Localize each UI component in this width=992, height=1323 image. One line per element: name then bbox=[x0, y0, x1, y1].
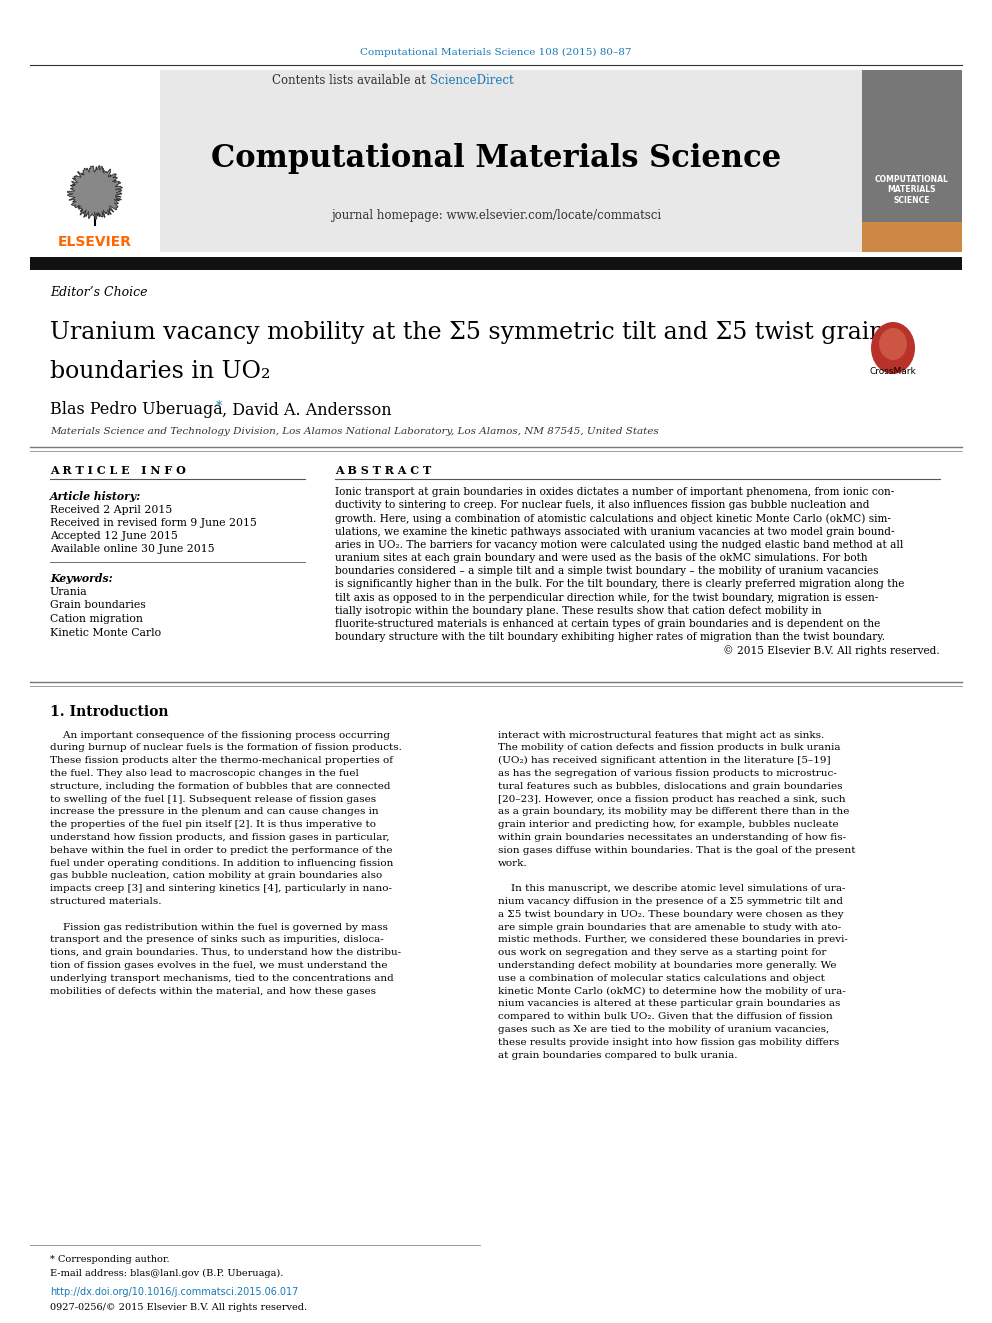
Text: mistic methods. Further, we considered these boundaries in previ-: mistic methods. Further, we considered t… bbox=[498, 935, 848, 945]
Text: tially isotropic within the boundary plane. These results show that cation defec: tially isotropic within the boundary pla… bbox=[335, 606, 821, 615]
Text: gas bubble nucleation, cation mobility at grain boundaries also: gas bubble nucleation, cation mobility a… bbox=[50, 872, 382, 880]
Bar bbox=[862, 70, 962, 251]
Text: journal homepage: www.elsevier.com/locate/commatsci: journal homepage: www.elsevier.com/locat… bbox=[331, 209, 661, 221]
Text: A B S T R A C T: A B S T R A C T bbox=[335, 464, 432, 475]
Text: increase the pressure in the plenum and can cause changes in: increase the pressure in the plenum and … bbox=[50, 807, 379, 816]
Text: http://dx.doi.org/10.1016/j.commatsci.2015.06.017: http://dx.doi.org/10.1016/j.commatsci.20… bbox=[50, 1287, 299, 1297]
Text: ulations, we examine the kinetic pathways associated with uranium vacancies at t: ulations, we examine the kinetic pathway… bbox=[335, 527, 895, 537]
Text: Received 2 April 2015: Received 2 April 2015 bbox=[50, 505, 173, 515]
Text: nium vacancies is altered at these particular grain boundaries as: nium vacancies is altered at these parti… bbox=[498, 999, 840, 1008]
Text: understand how fission products, and fission gases in particular,: understand how fission products, and fis… bbox=[50, 833, 390, 841]
Text: gases such as Xe are tied to the mobility of uranium vacancies,: gases such as Xe are tied to the mobilit… bbox=[498, 1025, 829, 1033]
Text: fuel under operating conditions. In addition to influencing fission: fuel under operating conditions. In addi… bbox=[50, 859, 394, 868]
Text: Cation migration: Cation migration bbox=[50, 614, 143, 624]
Text: structured materials.: structured materials. bbox=[50, 897, 162, 906]
Text: These fission products alter the thermo-mechanical properties of: These fission products alter the thermo-… bbox=[50, 757, 393, 765]
Text: are simple grain boundaries that are amenable to study with ato-: are simple grain boundaries that are ame… bbox=[498, 922, 841, 931]
Text: growth. Here, using a combination of atomistic calculations and object kinetic M: growth. Here, using a combination of ato… bbox=[335, 513, 891, 524]
Text: Grain boundaries: Grain boundaries bbox=[50, 601, 146, 610]
Text: tion of fission gases evolves in the fuel, we must understand the: tion of fission gases evolves in the fue… bbox=[50, 960, 388, 970]
Text: as has the segregation of various fission products to microstruc-: as has the segregation of various fissio… bbox=[498, 769, 836, 778]
Text: transport and the presence of sinks such as impurities, disloca-: transport and the presence of sinks such… bbox=[50, 935, 384, 945]
Text: the properties of the fuel pin itself [2]. It is thus imperative to: the properties of the fuel pin itself [2… bbox=[50, 820, 376, 830]
Text: *: * bbox=[216, 401, 222, 414]
Text: nium vacancy diffusion in the presence of a Σ5 symmetric tilt and: nium vacancy diffusion in the presence o… bbox=[498, 897, 843, 906]
Text: Computational Materials Science 108 (2015) 80–87: Computational Materials Science 108 (201… bbox=[360, 48, 632, 57]
Text: , David A. Andersson: , David A. Andersson bbox=[222, 401, 392, 418]
Text: use a combination of molecular statics calculations and object: use a combination of molecular statics c… bbox=[498, 974, 825, 983]
Text: Fission gas redistribution within the fuel is governed by mass: Fission gas redistribution within the fu… bbox=[50, 922, 388, 931]
Text: E-mail address: blas@lanl.gov (B.P. Uberuaga).: E-mail address: blas@lanl.gov (B.P. Uber… bbox=[50, 1269, 284, 1278]
Text: boundary structure with the tilt boundary exhibiting higher rates of migration t: boundary structure with the tilt boundar… bbox=[335, 632, 885, 642]
Text: Accepted 12 June 2015: Accepted 12 June 2015 bbox=[50, 531, 178, 541]
Text: Article history:: Article history: bbox=[50, 491, 141, 501]
Text: * Corresponding author.: * Corresponding author. bbox=[50, 1254, 170, 1263]
Text: impacts creep [3] and sintering kinetics [4], particularly in nano-: impacts creep [3] and sintering kinetics… bbox=[50, 884, 392, 893]
Text: COMPUTATIONAL
MATERIALS
SCIENCE: COMPUTATIONAL MATERIALS SCIENCE bbox=[875, 175, 949, 205]
Text: Uranium vacancy mobility at the Σ5 symmetric tilt and Σ5 twist grain: Uranium vacancy mobility at the Σ5 symme… bbox=[50, 320, 885, 344]
Text: to swelling of the fuel [1]. Subsequent release of fission gases: to swelling of the fuel [1]. Subsequent … bbox=[50, 795, 376, 803]
Text: Urania: Urania bbox=[50, 587, 87, 597]
Text: understanding defect mobility at boundaries more generally. We: understanding defect mobility at boundar… bbox=[498, 960, 836, 970]
Text: work.: work. bbox=[498, 859, 528, 868]
Text: Kinetic Monte Carlo: Kinetic Monte Carlo bbox=[50, 627, 161, 638]
Text: [20–23]. However, once a fission product has reached a sink, such: [20–23]. However, once a fission product… bbox=[498, 795, 845, 803]
Polygon shape bbox=[67, 165, 122, 220]
Text: mobilities of defects within the material, and how these gases: mobilities of defects within the materia… bbox=[50, 987, 376, 995]
Text: ScienceDirect: ScienceDirect bbox=[430, 74, 514, 86]
Text: boundaries in UO₂: boundaries in UO₂ bbox=[50, 360, 271, 384]
Text: Received in revised form 9 June 2015: Received in revised form 9 June 2015 bbox=[50, 519, 257, 528]
Text: 0927-0256/© 2015 Elsevier B.V. All rights reserved.: 0927-0256/© 2015 Elsevier B.V. All right… bbox=[50, 1303, 308, 1312]
Text: Materials Science and Technology Division, Los Alamos National Laboratory, Los A: Materials Science and Technology Divisio… bbox=[50, 427, 659, 437]
Bar bbox=[30, 257, 962, 270]
Text: tilt axis as opposed to in the perpendicular direction while, for the twist boun: tilt axis as opposed to in the perpendic… bbox=[335, 593, 878, 602]
Ellipse shape bbox=[871, 321, 915, 374]
Text: In this manuscript, we describe atomic level simulations of ura-: In this manuscript, we describe atomic l… bbox=[498, 884, 845, 893]
Bar bbox=[862, 222, 962, 251]
Text: the fuel. They also lead to macroscopic changes in the fuel: the fuel. They also lead to macroscopic … bbox=[50, 769, 359, 778]
Bar bbox=[30, 70, 160, 251]
Text: fluorite-structured materials is enhanced at certain types of grain boundaries a: fluorite-structured materials is enhance… bbox=[335, 619, 880, 628]
Text: Ionic transport at grain boundaries in oxides dictates a number of important phe: Ionic transport at grain boundaries in o… bbox=[335, 487, 894, 497]
Text: ous work on segregation and they serve as a starting point for: ous work on segregation and they serve a… bbox=[498, 949, 826, 957]
Text: aries in UO₂. The barriers for vacancy motion were calculated using the nudged e: aries in UO₂. The barriers for vacancy m… bbox=[335, 540, 904, 550]
Text: boundaries considered – a simple tilt and a simple twist boundary – the mobility: boundaries considered – a simple tilt an… bbox=[335, 566, 879, 577]
Text: structure, including the formation of bubbles that are connected: structure, including the formation of bu… bbox=[50, 782, 391, 791]
Text: Contents lists available at: Contents lists available at bbox=[273, 74, 430, 86]
Text: The mobility of cation defects and fission products in bulk urania: The mobility of cation defects and fissi… bbox=[498, 744, 840, 753]
Text: Computational Materials Science: Computational Materials Science bbox=[211, 143, 781, 173]
Text: 1. Introduction: 1. Introduction bbox=[50, 705, 169, 718]
Text: grain interior and predicting how, for example, bubbles nucleate: grain interior and predicting how, for e… bbox=[498, 820, 838, 830]
Text: Blas Pedro Uberuaga: Blas Pedro Uberuaga bbox=[50, 401, 228, 418]
Text: is significantly higher than in the bulk. For the tilt boundary, there is clearl: is significantly higher than in the bulk… bbox=[335, 579, 905, 590]
Bar bbox=[30, 70, 862, 251]
Text: during burnup of nuclear fuels is the formation of fission products.: during burnup of nuclear fuels is the fo… bbox=[50, 744, 402, 753]
Text: Keywords:: Keywords: bbox=[50, 573, 113, 583]
Text: these results provide insight into how fission gas mobility differs: these results provide insight into how f… bbox=[498, 1037, 839, 1046]
Text: as a grain boundary, its mobility may be different there than in the: as a grain boundary, its mobility may be… bbox=[498, 807, 849, 816]
Text: ductivity to sintering to creep. For nuclear fuels, it also influences fission g: ductivity to sintering to creep. For nuc… bbox=[335, 500, 870, 511]
Text: (UO₂) has received significant attention in the literature [5–19]: (UO₂) has received significant attention… bbox=[498, 755, 830, 765]
Text: at grain boundaries compared to bulk urania.: at grain boundaries compared to bulk ura… bbox=[498, 1050, 737, 1060]
Ellipse shape bbox=[879, 328, 907, 360]
Text: Editor’s Choice: Editor’s Choice bbox=[50, 287, 148, 299]
Text: tions, and grain boundaries. Thus, to understand how the distribu-: tions, and grain boundaries. Thus, to un… bbox=[50, 949, 401, 957]
Text: within grain boundaries necessitates an understanding of how fis-: within grain boundaries necessitates an … bbox=[498, 833, 846, 841]
Text: kinetic Monte Carlo (okMC) to determine how the mobility of ura-: kinetic Monte Carlo (okMC) to determine … bbox=[498, 987, 846, 996]
Text: A R T I C L E   I N F O: A R T I C L E I N F O bbox=[50, 464, 186, 475]
Text: a Σ5 twist boundary in UO₂. These boundary were chosen as they: a Σ5 twist boundary in UO₂. These bounda… bbox=[498, 910, 843, 918]
Text: behave within the fuel in order to predict the performance of the: behave within the fuel in order to predi… bbox=[50, 845, 393, 855]
Text: CrossMark: CrossMark bbox=[870, 368, 917, 377]
Text: Available online 30 June 2015: Available online 30 June 2015 bbox=[50, 544, 214, 554]
Text: underlying transport mechanisms, tied to the concentrations and: underlying transport mechanisms, tied to… bbox=[50, 974, 394, 983]
Text: sion gases diffuse within boundaries. That is the goal of the present: sion gases diffuse within boundaries. Th… bbox=[498, 845, 855, 855]
Text: © 2015 Elsevier B.V. All rights reserved.: © 2015 Elsevier B.V. All rights reserved… bbox=[723, 646, 940, 656]
Text: tural features such as bubbles, dislocations and grain boundaries: tural features such as bubbles, dislocat… bbox=[498, 782, 842, 791]
Text: ELSEVIER: ELSEVIER bbox=[58, 235, 132, 249]
Text: uranium sites at each grain boundary and were used as the basis of the okMC simu: uranium sites at each grain boundary and… bbox=[335, 553, 868, 564]
Text: compared to within bulk UO₂. Given that the diffusion of fission: compared to within bulk UO₂. Given that … bbox=[498, 1012, 832, 1021]
Text: interact with microstructural features that might act as sinks.: interact with microstructural features t… bbox=[498, 730, 824, 740]
Text: An important consequence of the fissioning process occurring: An important consequence of the fissioni… bbox=[50, 730, 390, 740]
